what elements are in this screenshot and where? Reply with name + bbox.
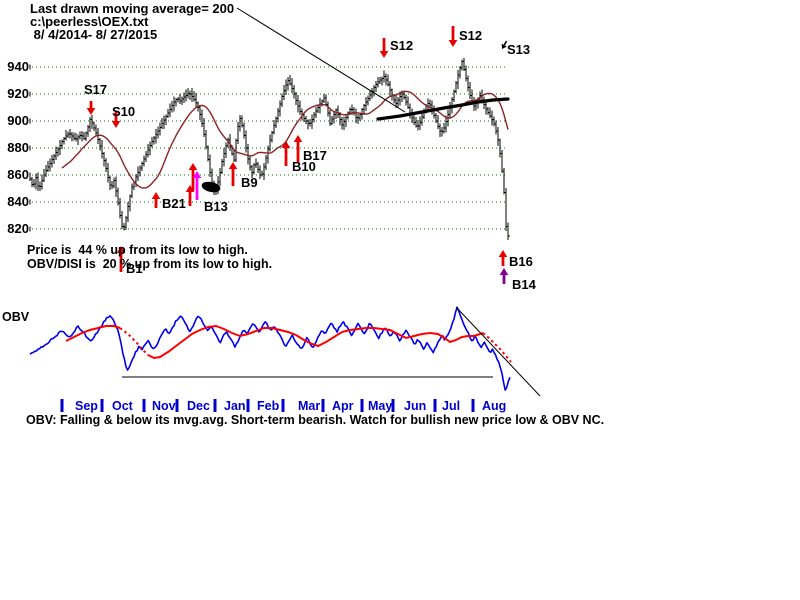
s12-signal-arrow-down	[379, 38, 389, 58]
y-axis-label: 940	[7, 59, 29, 74]
obv-panel-label: OBV	[2, 310, 30, 324]
price-range-stat: Price is 44 % up from its low to high.	[27, 243, 248, 257]
b17-signal-arrow-up	[293, 135, 303, 163]
b14-signal-arrow-up	[499, 268, 509, 284]
signal-label-s12: S12	[390, 38, 414, 53]
obv-range-stat: OBV/DISI is 20 % up from its low to high…	[27, 257, 273, 271]
obv-analysis-note: OBV: Falling & below its mvg.avg. Short-…	[26, 413, 605, 427]
callout-line	[236, 7, 406, 113]
signal-label-b14: B14	[512, 277, 536, 292]
signal-label-b13: B13	[204, 199, 228, 214]
b16-signal-arrow-up	[498, 250, 508, 266]
month-label-aug: Aug	[482, 399, 507, 413]
signal-label-b17: B17	[303, 148, 327, 163]
month-label-mar: Mar	[298, 399, 321, 413]
b21-signal-arrow-up	[151, 192, 161, 208]
signal-label-b9: B9	[241, 175, 258, 190]
signal-label-b10: B10	[292, 159, 316, 174]
month-label-jul: Jul	[442, 399, 461, 413]
overprinted-label-blob	[201, 181, 221, 193]
obv-line	[29, 306, 511, 391]
month-label-apr: Apr	[332, 399, 354, 413]
signal-arrow-up	[188, 163, 198, 191]
y-axis-label: 840	[7, 194, 29, 209]
y-axis-label: 920	[7, 86, 29, 101]
s10-signal-arrow-down	[111, 112, 121, 128]
b1-signal-arrow-up	[116, 246, 126, 272]
month-label-jan: Jan	[224, 399, 246, 413]
signal-label-s12: S12	[459, 28, 483, 43]
signal-label-s10: S10	[112, 104, 136, 119]
month-label-dec: Dec	[187, 399, 210, 413]
obv-downtrend-line	[455, 306, 541, 397]
signal-label-b16: B16	[509, 254, 533, 269]
b10-signal-arrow-up	[281, 141, 291, 166]
signal-label-b1: B1	[126, 261, 143, 276]
y-axis-label: 880	[7, 140, 29, 155]
signal-arrow-up	[192, 171, 202, 200]
obv-moving-average-solid	[147, 324, 484, 360]
y-axis-label: 900	[7, 113, 29, 128]
obv-moving-average-solid	[65, 325, 121, 342]
drawn-200day-ma-line	[376, 97, 510, 121]
b9-signal-arrow-up	[228, 162, 238, 186]
s17-signal-arrow-down	[86, 101, 96, 115]
month-label-nov: Nov	[152, 399, 176, 413]
s13-signal-arrow-down	[501, 40, 508, 49]
month-label-jun: Jun	[404, 399, 427, 413]
s12-signal-arrow-down	[448, 26, 458, 47]
header-date-range: 8/ 4/2014- 8/ 27/2015	[30, 27, 158, 42]
month-label-may: May	[368, 399, 393, 413]
signal-label-s13: S13	[507, 42, 531, 57]
header-file-path: c:\peerless\OEX.txt	[30, 14, 149, 29]
y-axis-label: 820	[7, 221, 29, 236]
month-label-feb: Feb	[257, 399, 280, 413]
month-label-sep: Sep	[75, 399, 98, 413]
header-moving-average-text: Last drawn moving average= 200	[30, 1, 235, 16]
month-label-oct: Oct	[112, 399, 133, 413]
y-axis-label: 860	[7, 167, 29, 182]
obv-moving-average-dotted	[119, 327, 149, 356]
obv-moving-average-dotted	[482, 332, 512, 363]
signal-label-b21: B21	[162, 196, 186, 211]
signal-label-s17: S17	[84, 82, 108, 97]
